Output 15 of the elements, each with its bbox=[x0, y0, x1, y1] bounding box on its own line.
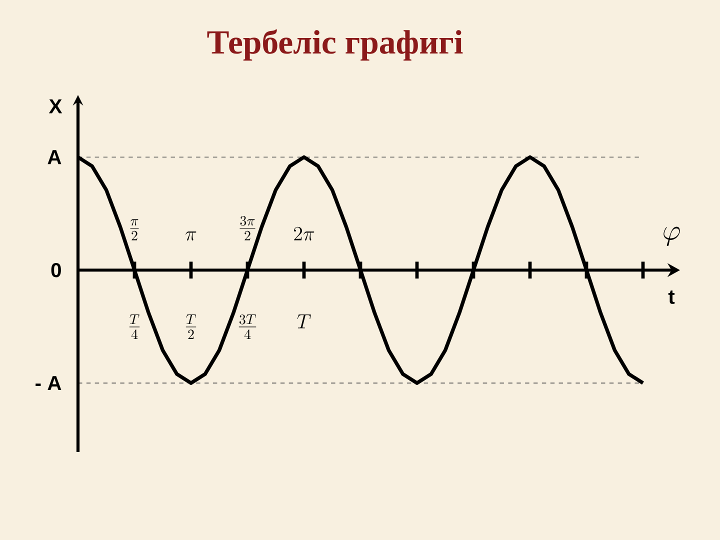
x-tick-label: $T$ bbox=[297, 314, 311, 328]
annotation: $2\pi$ bbox=[294, 226, 314, 240]
annotation: $\pi$ bbox=[186, 232, 196, 240]
ref-line-label: A bbox=[48, 150, 62, 164]
ref-line-label: - A bbox=[36, 376, 62, 390]
y-axis-title: X bbox=[48, 99, 62, 114]
text: 0 bbox=[51, 262, 61, 278]
x-tick-label: $\frac{T}{4}$ bbox=[129, 314, 140, 339]
chart-title: Тербеліс графигі bbox=[207, 29, 463, 61]
x-tick-label: $\frac{T}{2}$ bbox=[186, 314, 196, 339]
text: $\varphi$ bbox=[664, 226, 680, 246]
annotation: $\frac{\pi}{2}$ bbox=[130, 219, 139, 240]
annotation: $\frac{3\pi}{2}$ bbox=[240, 216, 256, 240]
x-axis-title: t bbox=[668, 290, 675, 304]
x-tick-label: $\frac{3T}{4}$ bbox=[238, 314, 256, 339]
